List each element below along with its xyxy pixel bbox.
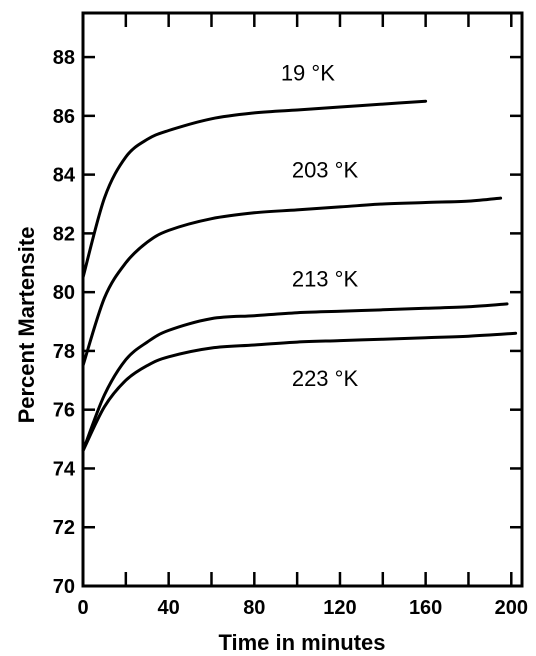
y-tick-label: 84 [53,165,76,187]
y-tick-label: 82 [53,223,75,245]
x-tick-label: 40 [158,597,180,619]
x-tick-label: 0 [77,597,88,619]
x-tick-label: 80 [243,597,265,619]
series-label-1: 203 °K [292,158,359,183]
x-tick-label: 160 [409,597,442,619]
y-tick-label: 86 [53,106,75,128]
y-tick-label: 74 [53,458,76,480]
y-tick-label: 76 [53,400,75,422]
plot-frame [81,11,524,588]
x-tick-label: 120 [323,597,356,619]
series-curves [81,99,518,453]
series-line-2 [81,302,509,453]
y-tick-label: 88 [53,47,75,69]
y-axis-title: Percent Martensite [14,227,39,424]
series-annotations: 19 °K 203 °K 213 °K 223 °K [281,61,359,392]
y-tick-label: 72 [53,517,75,539]
series-label-2: 213 °K [292,266,359,291]
x-axis-title: Time in minutes [218,630,385,655]
x-tick-label: 200 [495,597,528,619]
axis-tick-labels: 70 72 74 76 78 80 82 84 86 88 0 40 80 120 160 200 [53,47,528,619]
series-line-3 [81,331,518,453]
series-label-0: 19 °K [281,61,335,86]
y-tick-label: 78 [53,341,75,363]
axis-ticks [81,13,522,588]
y-tick-label: 70 [53,576,75,598]
y-tick-label: 80 [53,282,75,304]
series-label-3: 223 °K [292,366,359,391]
series-line-1 [81,196,503,368]
series-line-0 [81,99,428,279]
